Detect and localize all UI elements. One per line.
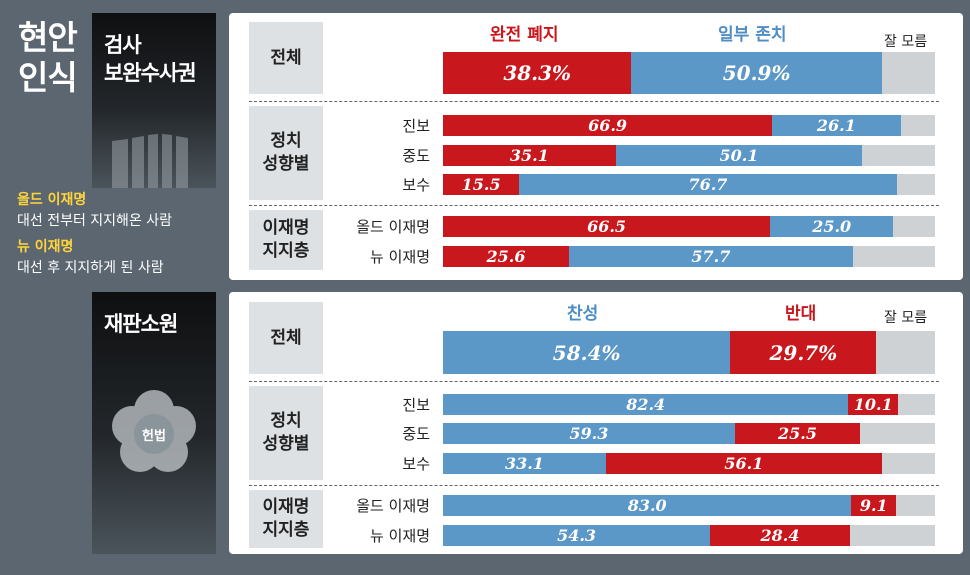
bar-row: 66.5 25.0 — [443, 216, 935, 237]
bar-row: 59.3 25.5 — [443, 423, 935, 444]
series-header: 반대 — [785, 304, 817, 324]
row-label: 진보 — [402, 396, 430, 414]
category-overall: 전체 — [249, 302, 323, 374]
topic-box-prosecution: 검사 보완수사권 — [92, 13, 216, 188]
bar-segment-unknown — [881, 453, 935, 474]
bar-segment-abolish: 66.9 — [443, 115, 773, 136]
bar-segment-unknown — [852, 246, 935, 267]
bar-segment-unknown — [876, 331, 935, 374]
divider — [249, 381, 939, 382]
bar-segment-unknown — [893, 216, 935, 237]
category-label: 전체 — [270, 327, 302, 348]
bar-segment-agree: 58.4% — [443, 331, 731, 374]
category-label: 이재명 — [262, 497, 310, 517]
category-label: 성향별 — [262, 154, 310, 174]
topic-line: 보완수사권 — [104, 61, 197, 85]
row-label: 중도 — [402, 147, 430, 165]
bar-segment-abolish: 15.5 — [443, 174, 520, 195]
bar-segment-disagree: 28.4 — [710, 525, 850, 546]
building-icon — [112, 134, 188, 188]
bar-segment-retain: 76.7 — [519, 174, 897, 195]
series-header: 잘 모름 — [884, 310, 928, 326]
series-header: 찬성 — [567, 304, 599, 324]
category-support: 이재명 지지층 — [249, 210, 323, 270]
bar-segment-agree: 83.0 — [443, 495, 852, 516]
main-title-line: 현안 — [18, 18, 78, 57]
legend-old-title: 올드 이재명 — [17, 192, 87, 208]
row-label: 올드 이재명 — [356, 497, 430, 515]
bar-segment-unknown — [849, 525, 935, 546]
series-header: 잘 모름 — [884, 34, 928, 50]
topic-box-constitutional: 재판소원 헌법 — [92, 292, 216, 554]
category-overall: 전체 — [249, 22, 323, 94]
main-title: 현안 인식 — [18, 18, 78, 98]
row-label: 올드 이재명 — [356, 218, 430, 236]
bar-row: 25.6 57.7 — [443, 246, 935, 267]
row-label: 보수 — [402, 176, 430, 194]
bar-row: 54.3 28.4 — [443, 525, 935, 546]
category-support: 이재명 지지층 — [249, 490, 323, 548]
bar-row: 33.1 56.1 — [443, 453, 935, 474]
bar-segment-disagree: 25.5 — [734, 423, 861, 444]
bar-segment-abolish: 38.3% — [443, 52, 632, 94]
bar-segment-unknown — [900, 115, 935, 136]
bar-segment-retain: 50.9% — [631, 52, 882, 94]
category-label: 이재명 — [262, 218, 310, 238]
emblem-text: 헌법 — [142, 428, 166, 444]
legend-old-desc: 대선 전부터 지지해온 사람 — [17, 213, 173, 229]
bar-segment-unknown — [898, 394, 935, 415]
bar-segment-abolish: 25.6 — [443, 246, 569, 267]
bar-segment-disagree: 10.1 — [848, 394, 899, 415]
bar-row: 83.0 9.1 — [443, 495, 935, 516]
constitution-emblem-icon: 헌법 — [112, 390, 196, 472]
bar-segment-unknown — [896, 174, 935, 195]
bar-segment-retain: 57.7 — [568, 246, 853, 267]
row-label: 보수 — [402, 455, 430, 473]
bar-overall: 38.3% 50.9% — [443, 52, 935, 94]
divider — [249, 205, 939, 206]
bar-segment-agree: 59.3 — [443, 423, 735, 444]
bar-overall: 58.4% 29.7% — [443, 331, 935, 374]
category-label: 정치 — [270, 411, 302, 431]
category-label: 전체 — [270, 47, 302, 68]
bar-segment-retain: 25.0 — [770, 216, 894, 237]
bar-segment-unknown — [881, 52, 935, 94]
row-label: 뉴 이재명 — [370, 527, 430, 545]
divider — [249, 101, 939, 102]
legend-new-desc: 대선 후 지지하게 된 사람 — [17, 260, 164, 276]
bar-row: 66.9 26.1 — [443, 115, 935, 136]
main-title-line: 인식 — [18, 58, 78, 97]
bar-segment-disagree: 56.1 — [605, 453, 882, 474]
row-label: 뉴 이재명 — [370, 248, 430, 266]
bar-segment-disagree: 29.7% — [730, 331, 877, 374]
bar-row: 82.4 10.1 — [443, 394, 935, 415]
bar-segment-disagree: 9.1 — [851, 495, 897, 516]
bar-segment-abolish: 66.5 — [443, 216, 771, 237]
category-label: 성향별 — [262, 434, 310, 454]
divider — [249, 485, 939, 486]
topic-line: 검사 — [104, 33, 142, 57]
row-label: 진보 — [402, 117, 430, 135]
series-header: 완전 폐지 — [490, 25, 559, 45]
bar-segment-agree: 82.4 — [443, 394, 849, 415]
category-label: 지지층 — [262, 241, 310, 261]
series-header: 일부 존치 — [718, 25, 787, 45]
bar-segment-agree: 54.3 — [443, 525, 711, 546]
bar-segment-agree: 33.1 — [443, 453, 606, 474]
bar-segment-abolish: 35.1 — [443, 145, 616, 166]
category-ideology: 정치 성향별 — [249, 386, 323, 480]
bar-segment-retain: 50.1 — [615, 145, 863, 166]
legend-new-title: 뉴 이재명 — [17, 239, 74, 255]
category-label: 정치 — [270, 131, 302, 151]
category-label: 지지층 — [262, 520, 310, 540]
bar-segment-unknown — [860, 423, 935, 444]
bar-row: 15.5 76.7 — [443, 174, 935, 195]
bar-segment-unknown — [862, 145, 935, 166]
bar-segment-retain: 26.1 — [772, 115, 901, 136]
bar-row: 35.1 50.1 — [443, 145, 935, 166]
topic-line: 재판소원 — [104, 312, 178, 336]
row-label: 중도 — [402, 425, 430, 443]
bar-segment-unknown — [896, 495, 935, 516]
category-ideology: 정치 성향별 — [249, 106, 323, 200]
